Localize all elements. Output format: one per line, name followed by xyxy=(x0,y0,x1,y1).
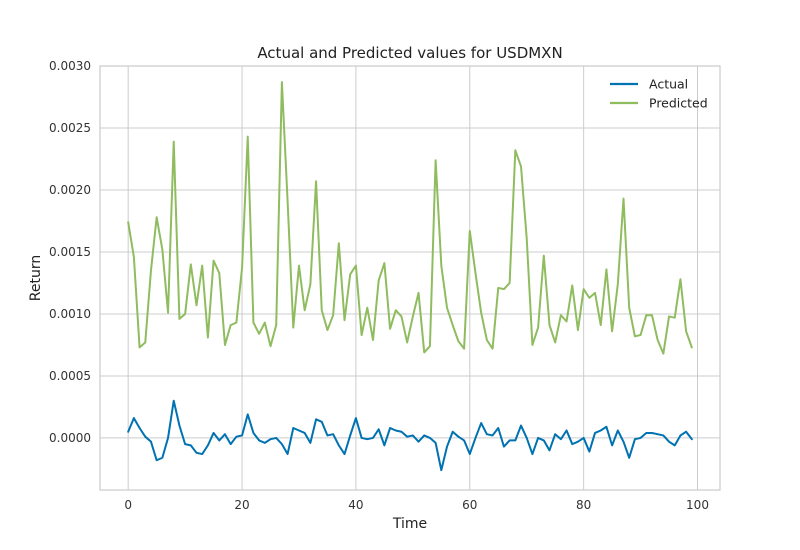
chart-title: Actual and Predicted values for USDMXN xyxy=(257,44,562,62)
y-tick-label: 0.0005 xyxy=(49,369,91,383)
series-layer xyxy=(127,81,693,472)
y-tick-label: 0.0010 xyxy=(49,307,91,321)
y-axis: 0.0000 0.0005 0.0010 0.0015 0.0020 0.0025 0.00… xyxy=(49,59,91,445)
y-tick-label: 0.0030 xyxy=(49,59,91,73)
plot-frame xyxy=(99,65,721,491)
legend-label-actual: Actual xyxy=(649,77,688,92)
x-tick-label: 100 xyxy=(686,498,709,512)
x-tick-label: 20 xyxy=(234,498,249,512)
x-tick-label: 80 xyxy=(576,498,591,512)
x-axis: 0 20 40 60 80 100 xyxy=(124,498,709,512)
y-tick-label: 0.0020 xyxy=(49,183,91,197)
y-axis-title: Return xyxy=(28,255,44,301)
series-line-actual xyxy=(127,399,693,472)
x-axis-title: Time xyxy=(392,516,427,532)
x-tick-label: 0 xyxy=(124,498,132,512)
legend: Actual Predicted xyxy=(610,77,708,111)
y-tick-label: 0.0000 xyxy=(49,431,91,445)
x-tick-label: 60 xyxy=(462,498,477,512)
x-tick-label: 40 xyxy=(348,498,363,512)
series-line-predicted xyxy=(127,81,693,355)
legend-label-predicted: Predicted xyxy=(649,96,708,111)
y-tick-label: 0.0015 xyxy=(49,245,91,259)
y-tick-label: 0.0025 xyxy=(49,121,91,135)
